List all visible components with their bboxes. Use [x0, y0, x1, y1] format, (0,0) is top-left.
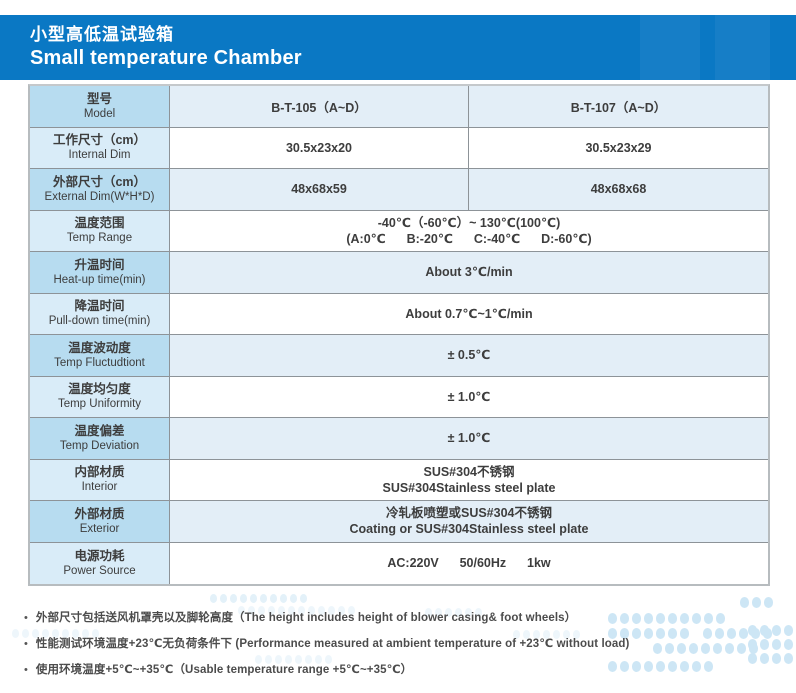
decor-dots: [608, 628, 692, 639]
temp-range-cell: -40℃（-60℃）~ 130℃(100℃) (A:0℃ B:-20℃ C:-4…: [170, 210, 768, 252]
table-row-fluctuation: 温度波动度 Temp Fluctudtiont ± 0.5℃: [30, 335, 768, 377]
decor-dots: [748, 639, 796, 650]
row-label: 温度偏差 Temp Deviation: [30, 418, 170, 460]
decor-dots: [255, 655, 335, 664]
footnote-2: • 性能测试环境温度+23℃无负荷条件下 (Performance measur…: [24, 638, 630, 650]
table-row-internal-dim: 工作尺寸（cm） Internal Dim 30.5x23x20 30.5x23…: [30, 127, 768, 169]
row-label: 外部尺寸（cm） External Dim(W*H*D): [30, 169, 170, 211]
bullet-icon: •: [24, 638, 28, 650]
table-row-pulldown: 降温时间 Pull-down time(min) About 0.7℃~1℃/m…: [30, 293, 768, 335]
decor-dots: [210, 594, 310, 603]
row-label: 内部材质 Interior: [30, 459, 170, 501]
table-row-uniformity: 温度均匀度 Temp Uniformity ± 1.0℃: [30, 376, 768, 418]
decor-dots: [513, 630, 583, 639]
external-dim-1-cell: 48x68x59: [170, 169, 469, 211]
table-row-external-dim: 外部尺寸（cm） External Dim(W*H*D) 48x68x59 48…: [30, 169, 768, 211]
row-label: 外部材质 Exterior: [30, 501, 170, 543]
decor-dots: [608, 661, 716, 672]
decor-dots: [740, 597, 776, 608]
title-banner: 小型高低温试验箱 Small temperature Chamber: [0, 15, 796, 80]
bullet-icon: •: [24, 612, 28, 624]
table-row-power: 电源功耗 Power Source AC:220V 50/60Hz 1kw: [30, 542, 768, 584]
page-title-chinese: 小型高低温试验箱: [30, 25, 174, 44]
row-label: 升温时间 Heat-up time(min): [30, 252, 170, 294]
footnote-3: • 使用环境温度+5℃~+35℃（Usable temperature rang…: [24, 664, 413, 676]
row-label: 降温时间 Pull-down time(min): [30, 293, 170, 335]
page-title-english: Small temperature Chamber: [30, 47, 302, 69]
banner-decor-stripe: [715, 15, 770, 80]
heatup-cell: About 3℃/min: [170, 252, 768, 294]
interior-cell: SUS#304不锈钢 SUS#304Stainless steel plate: [170, 459, 768, 501]
row-label: 温度波动度 Temp Fluctudtiont: [30, 335, 170, 377]
power-cell: AC:220V 50/60Hz 1kw: [170, 542, 768, 584]
row-label: 温度均匀度 Temp Uniformity: [30, 376, 170, 418]
table-row-deviation: 温度偏差 Temp Deviation ± 1.0℃: [30, 418, 768, 460]
banner-decor-stripe: [640, 15, 700, 80]
decor-dots: [425, 608, 485, 617]
table-row-temp-range: 温度范围 Temp Range -40℃（-60℃）~ 130℃(100℃) (…: [30, 210, 768, 252]
external-dim-2-cell: 48x68x68: [469, 169, 768, 211]
spec-table: 型号 Model B-T-105（A~D） B-T-107（A~D） 工作尺寸（…: [28, 84, 770, 586]
row-label: 型号 Model: [30, 86, 170, 128]
table-row-heatup: 升温时间 Heat-up time(min) About 3℃/min: [30, 252, 768, 294]
table-row-model: 型号 Model B-T-105（A~D） B-T-107（A~D）: [30, 86, 768, 128]
decor-dots: [238, 606, 358, 615]
decor-dots: [748, 625, 796, 636]
uniformity-cell: ± 1.0℃: [170, 376, 768, 418]
decor-dots: [12, 629, 102, 638]
exterior-cell: 冷轧板喷塑或SUS#304不锈钢 Coating or SUS#304Stain…: [170, 501, 768, 543]
internal-dim-1-cell: 30.5x23x20: [170, 127, 469, 169]
footnote-1: • 外部尺寸包括送风机罩壳以及脚轮高度（The height includes …: [24, 612, 577, 624]
pulldown-cell: About 0.7℃~1℃/min: [170, 293, 768, 335]
table-row-interior: 内部材质 Interior SUS#304不锈钢 SUS#304Stainles…: [30, 459, 768, 501]
model-1-cell: B-T-105（A~D）: [170, 86, 469, 128]
decor-dots: [748, 653, 796, 664]
bullet-icon: •: [24, 664, 28, 676]
fluctuation-cell: ± 0.5℃: [170, 335, 768, 377]
row-label: 工作尺寸（cm） Internal Dim: [30, 127, 170, 169]
table-row-exterior: 外部材质 Exterior 冷轧板喷塑或SUS#304不锈钢 Coating o…: [30, 501, 768, 543]
decor-dots: [608, 613, 728, 624]
row-label: 温度范围 Temp Range: [30, 210, 170, 252]
footnotes: • 外部尺寸包括送风机罩壳以及脚轮高度（The height includes …: [24, 610, 724, 688]
row-label: 电源功耗 Power Source: [30, 542, 170, 584]
internal-dim-2-cell: 30.5x23x29: [469, 127, 768, 169]
model-2-cell: B-T-107（A~D）: [469, 86, 768, 128]
deviation-cell: ± 1.0℃: [170, 418, 768, 460]
